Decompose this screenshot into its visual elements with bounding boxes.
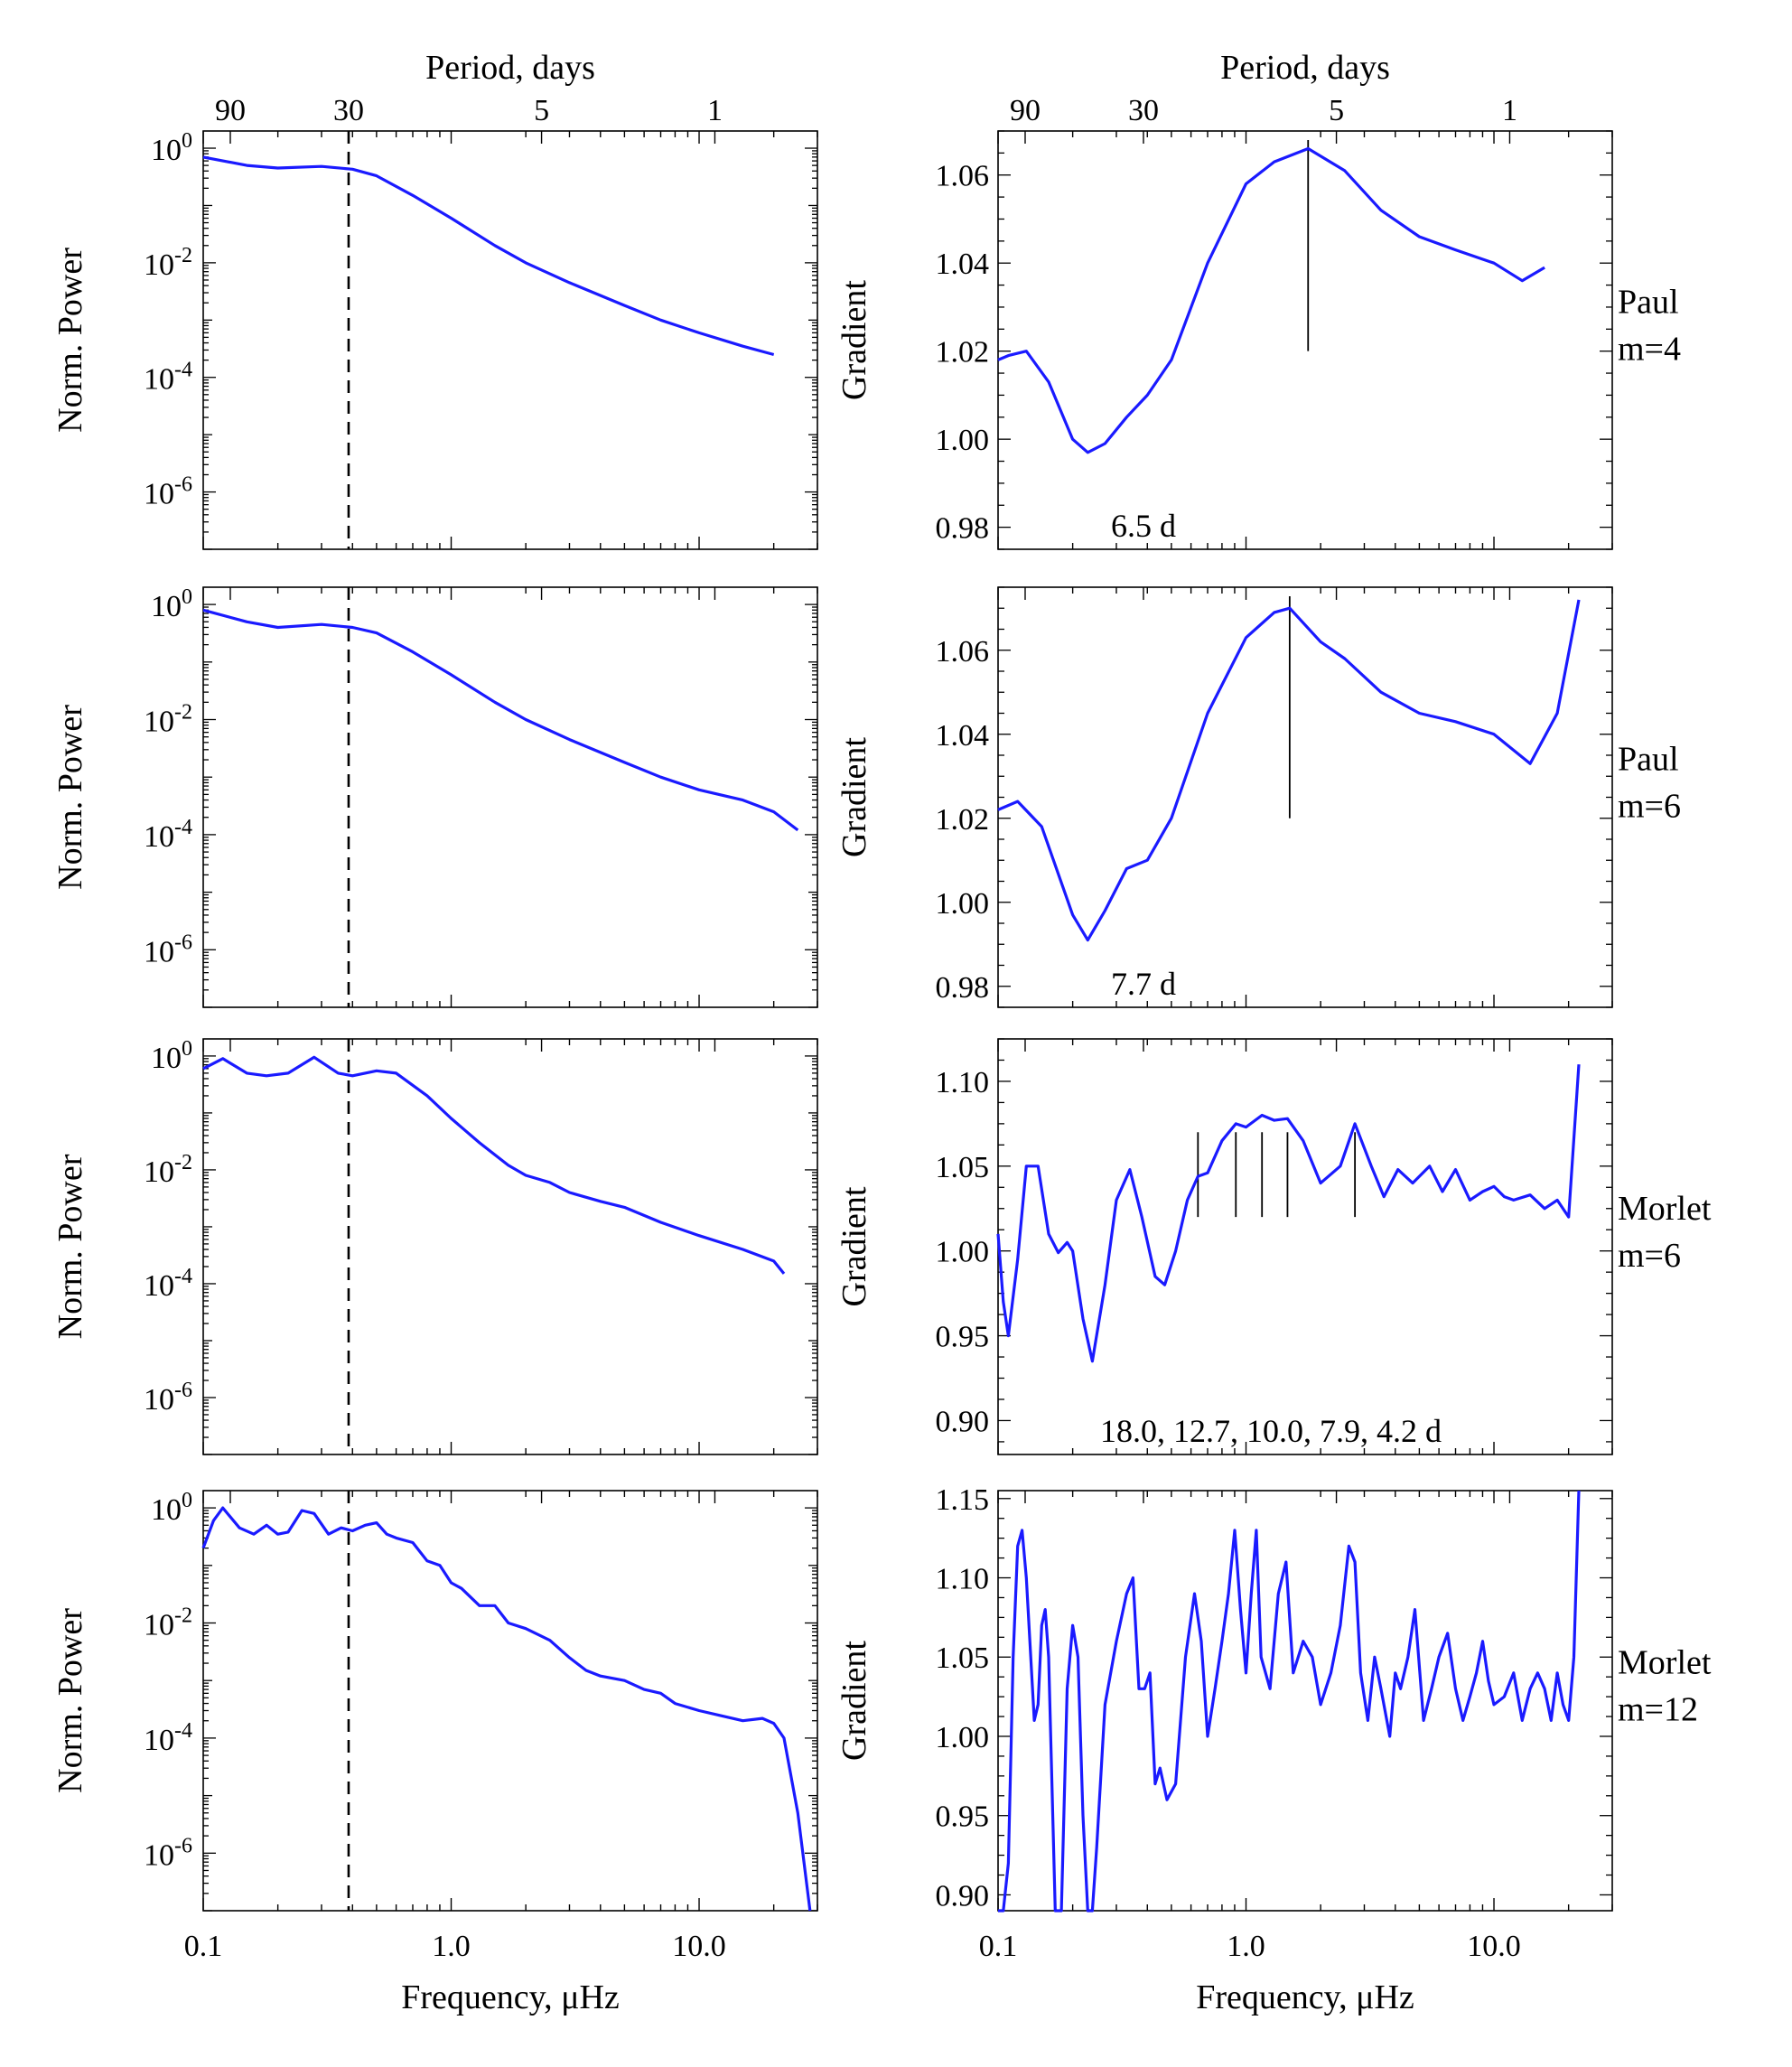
period-tick-label: 30 (333, 94, 364, 127)
panel-caption-method: Paul (1618, 741, 1679, 779)
y-tick-label: 10-6 (144, 1379, 192, 1417)
y-tick-label: 10-2 (144, 701, 192, 739)
panel-labels: 100 10-2 10-4 10-6 Norm. Power 90 30 5 1 Period, … (51, 49, 1712, 2016)
y-tick-label: 10-2 (144, 244, 192, 282)
left-panel-2-frame (202, 586, 818, 1008)
x-axis-label: Frequency, μHz (1196, 1978, 1414, 2016)
y-tick-label: 0.90 (936, 1879, 990, 1913)
panel-caption-method: Morlet (1618, 1190, 1712, 1228)
y-tick-label: 10-6 (144, 931, 192, 968)
period-tick-label: 5 (1329, 94, 1344, 127)
period-tick-label: 90 (1010, 94, 1041, 127)
y-tick-label: 0.95 (936, 1800, 990, 1834)
data-curve (997, 599, 1581, 942)
x-tick-label: 0.1 (979, 1930, 1018, 1963)
period-axis-label: Period, days (1220, 49, 1390, 87)
y-tick-label: 10-6 (144, 473, 192, 511)
y-axis-label: Norm. Power (51, 1608, 89, 1793)
y-axis-label: Gradient (835, 1641, 873, 1761)
y-axis-label: Gradient (835, 280, 873, 400)
y-tick-label: 0.90 (936, 1405, 990, 1438)
y-axis-label: Gradient (835, 737, 873, 857)
panel-caption-order: m=6 (1618, 1237, 1681, 1275)
y-tick-label: 1.04 (936, 248, 990, 281)
period-tick-label: 1 (1502, 94, 1517, 127)
panel-frames (202, 130, 1613, 1912)
data-curve (997, 146, 1545, 454)
period-tick-label: 5 (534, 94, 549, 127)
y-tick-label: 0.98 (936, 971, 990, 1005)
y-tick-label: 1.02 (936, 336, 990, 369)
y-tick-label: 100 (151, 1489, 192, 1527)
period-tick-label: 1 (707, 94, 723, 127)
y-axis-label: Norm. Power (51, 1154, 89, 1339)
y-tick-label: 0.98 (936, 512, 990, 546)
peak-period-annotation: 6.5 d (1111, 508, 1176, 544)
y-tick-label: 10-4 (144, 816, 192, 854)
y-tick-label: 1.00 (936, 1721, 990, 1754)
y-tick-label: 1.04 (936, 719, 990, 753)
y-tick-label: 1.10 (936, 1563, 990, 1596)
y-tick-label: 1.02 (936, 803, 990, 837)
panel-caption-order: m=12 (1618, 1691, 1698, 1729)
y-tick-label: 100 (151, 585, 192, 623)
panel-curves (201, 131, 1581, 1913)
x-tick-label: 10.0 (1467, 1930, 1521, 1963)
data-curve (998, 1490, 1581, 1913)
data-curve (202, 1055, 786, 1275)
data-curve (202, 155, 775, 357)
y-tick-label: 1.00 (936, 1236, 990, 1269)
x-tick-label: 0.1 (184, 1930, 223, 1963)
panel-caption-order: m=4 (1618, 331, 1681, 369)
period-axis-label: Period, days (425, 49, 595, 87)
y-tick-label: 1.05 (936, 1641, 990, 1675)
right-panel-4-frame (997, 1490, 1613, 1912)
y-tick-label: 0.95 (936, 1321, 990, 1354)
y-axis-label: Norm. Power (51, 705, 89, 890)
left-panel-1-frame (202, 130, 818, 550)
panel-caption-method: Paul (1618, 284, 1679, 322)
data-curve (201, 1506, 812, 1912)
peak-period-annotation: 7.7 d (1111, 966, 1176, 1002)
y-axis-label: Gradient (835, 1186, 873, 1306)
y-tick-label: 10-4 (144, 359, 192, 397)
y-axis-label: Norm. Power (51, 248, 89, 433)
y-tick-label: 100 (151, 1037, 192, 1075)
right-panel-3-frame (997, 1038, 1613, 1455)
right-panel-1-frame (997, 130, 1613, 550)
y-tick-label: 1.15 (936, 1483, 990, 1517)
x-tick-label: 10.0 (672, 1930, 726, 1963)
x-axis-label: Frequency, μHz (401, 1978, 620, 2016)
y-tick-label: 1.00 (936, 887, 990, 921)
period-tick-label: 30 (1128, 94, 1159, 127)
panel-caption-order: m=6 (1618, 788, 1681, 826)
x-tick-label: 1.0 (1227, 1930, 1265, 1963)
y-tick-label: 1.06 (936, 635, 990, 669)
right-panel-2-frame (997, 586, 1613, 1008)
period-tick-label: 90 (215, 94, 246, 127)
y-tick-label: 100 (151, 129, 192, 167)
y-tick-label: 10-4 (144, 1719, 192, 1757)
y-tick-label: 10-6 (144, 1834, 192, 1872)
y-tick-label: 1.10 (936, 1066, 990, 1099)
y-tick-label: 1.06 (936, 160, 990, 193)
left-panel-4-frame (202, 1490, 818, 1912)
y-tick-label: 10-2 (144, 1604, 192, 1642)
peak-period-annotation: 18.0, 12.7, 10.0, 7.9, 4.2 d (1100, 1413, 1442, 1449)
y-tick-label: 10-2 (144, 1151, 192, 1189)
left-panel-3-frame (202, 1038, 818, 1455)
data-curve (996, 1064, 1581, 1363)
y-tick-label: 1.00 (936, 424, 990, 457)
y-tick-label: 10-4 (144, 1265, 192, 1303)
x-tick-label: 1.0 (432, 1930, 471, 1963)
y-tick-label: 1.05 (936, 1151, 990, 1184)
panel-caption-method: Morlet (1618, 1644, 1712, 1682)
data-curve (202, 608, 799, 832)
